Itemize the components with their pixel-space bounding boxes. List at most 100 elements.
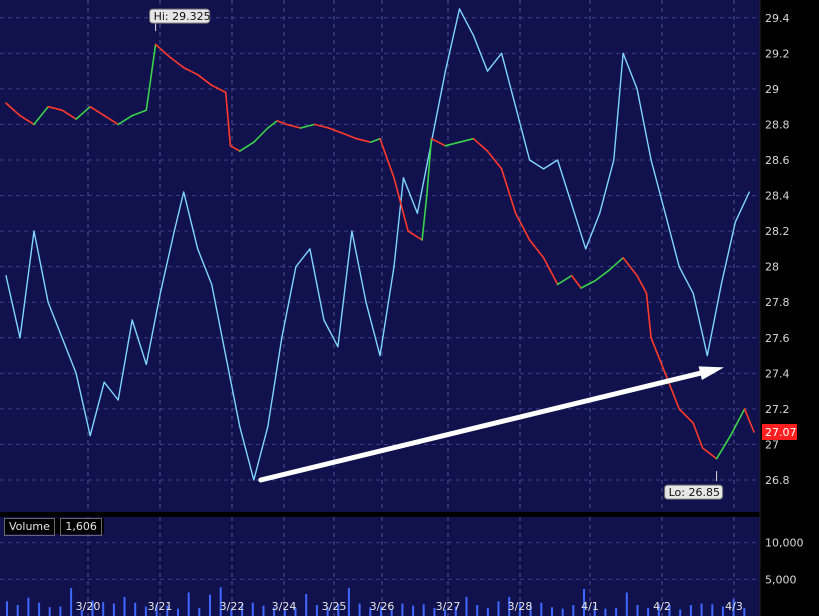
indicator-point <box>599 212 601 214</box>
indicator-point <box>5 275 7 277</box>
volume-bar <box>561 608 564 616</box>
volume-bar <box>315 605 318 616</box>
date-tick-label: 3/20 <box>76 600 101 613</box>
volume-bar <box>497 601 500 616</box>
volume-bar <box>647 607 650 616</box>
indicator-point <box>706 355 708 357</box>
price-segment <box>729 408 746 437</box>
volume-tick-label: 5,000 <box>765 573 797 586</box>
volume-panel <box>0 517 760 616</box>
volume-bar <box>112 603 115 616</box>
volume-bar <box>518 603 521 616</box>
volume-bar <box>347 588 350 616</box>
volume-bar <box>422 604 425 616</box>
indicator-point <box>309 248 311 250</box>
volume-bar <box>636 605 639 616</box>
volume-bar <box>155 604 158 616</box>
volume-bar <box>230 608 233 616</box>
price-segment <box>145 43 157 111</box>
price-tick-label: 28.8 <box>765 118 790 131</box>
date-tick-label: 3/24 <box>272 600 297 613</box>
volume-bar <box>262 605 265 616</box>
volume-bar <box>486 607 489 616</box>
volume-bar <box>572 605 575 616</box>
volume-bar <box>689 605 692 616</box>
price-segment <box>580 280 596 289</box>
volume-title-label: Volume <box>4 518 55 536</box>
indicator-point <box>323 319 325 321</box>
price-segment <box>556 274 573 286</box>
volume-bar <box>454 606 457 616</box>
volume-bar <box>604 608 607 616</box>
indicator-point <box>103 381 105 383</box>
price-segment <box>253 127 269 143</box>
date-tick-label: 4/3 <box>725 600 743 613</box>
volume-tick-label: 10,000 <box>765 537 804 550</box>
price-tick-label: 27.2 <box>765 403 790 416</box>
volume-bar <box>583 588 585 616</box>
price-segment <box>594 269 610 282</box>
date-tick-label: 3/26 <box>370 600 395 613</box>
volume-axis: 10,000 5,000 <box>765 537 804 587</box>
price-segment <box>327 127 344 135</box>
price-segment <box>210 84 227 94</box>
volume-bar <box>80 610 83 616</box>
indicator-point <box>117 399 119 401</box>
volume-bar <box>508 596 511 616</box>
indicator-point <box>145 363 147 365</box>
volume-bar <box>625 592 628 616</box>
indicator-point <box>472 35 475 37</box>
volume-bar <box>412 605 415 616</box>
volume-bar <box>711 604 714 616</box>
volume-bar <box>700 603 703 616</box>
price-tick-label: 29.4 <box>765 12 790 25</box>
volume-bar <box>433 607 436 616</box>
date-tick-label: 3/21 <box>148 600 173 613</box>
hi-badge <box>149 8 211 24</box>
volume-bar <box>123 596 126 616</box>
volume-bar <box>529 605 532 616</box>
price-segment <box>636 274 648 295</box>
price-segment <box>131 109 148 117</box>
volume-bar <box>465 596 468 616</box>
date-tick-label: 3/25 <box>322 600 347 613</box>
indicator-point <box>253 479 255 481</box>
volume-bar <box>38 602 41 616</box>
price-segment <box>715 434 732 460</box>
indicator-point <box>692 292 694 294</box>
indicator-point <box>636 88 638 90</box>
indicator-point <box>734 221 736 223</box>
volume-title-value: 1,606 <box>60 518 102 536</box>
indicator-point <box>239 426 241 428</box>
indicator-point <box>159 292 161 294</box>
volume-bar <box>390 608 393 616</box>
volume-bar <box>251 602 254 616</box>
volume-bar <box>27 597 30 616</box>
date-tick-label: 4/2 <box>653 600 671 613</box>
price-segment <box>570 274 582 289</box>
indicator-point <box>613 159 615 161</box>
price-segment <box>47 105 63 111</box>
price-tick-label: 29.2 <box>765 47 790 60</box>
price-segment <box>622 256 638 277</box>
indicator-point <box>486 70 489 72</box>
hi-label: Hi: 29.325 <box>154 10 211 23</box>
price-segment <box>196 73 213 87</box>
price-segment <box>313 123 330 129</box>
volume-bar <box>16 605 19 616</box>
annotations: Hi: 29.325 Lo: 26.85 27.07 <box>149 8 797 500</box>
volume-bar <box>358 603 361 616</box>
indicator-point <box>664 212 666 214</box>
indicator-point <box>585 248 587 250</box>
price-segment <box>608 256 624 272</box>
price-segment <box>514 212 531 241</box>
volume-bar <box>6 601 8 616</box>
volume-bar <box>219 587 222 616</box>
price-tick-label: 28 <box>765 261 779 274</box>
indicator-point <box>351 230 353 232</box>
volume-bar <box>273 607 276 616</box>
price-segment <box>407 230 423 241</box>
indicator-point <box>33 230 35 232</box>
price-tick-label: 29 <box>765 83 779 96</box>
price-segment <box>103 114 119 126</box>
